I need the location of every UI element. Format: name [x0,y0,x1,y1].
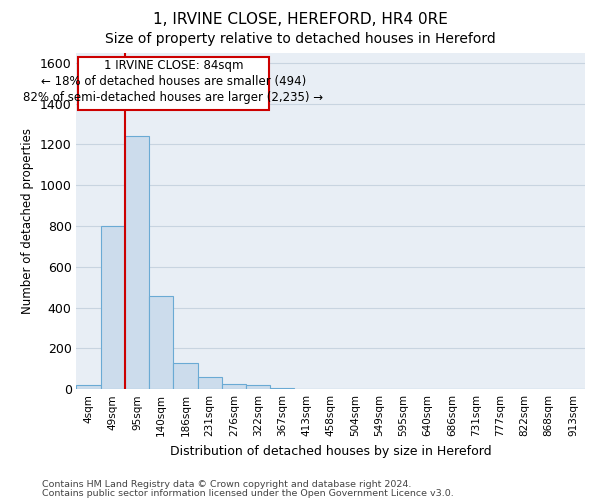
Bar [101,226,125,389]
Bar [76,385,101,389]
Bar [222,384,246,389]
FancyBboxPatch shape [78,56,269,110]
Bar [149,296,173,389]
Text: ← 18% of detached houses are smaller (494): ← 18% of detached houses are smaller (49… [41,76,306,88]
Text: 1, IRVINE CLOSE, HEREFORD, HR4 0RE: 1, IRVINE CLOSE, HEREFORD, HR4 0RE [152,12,448,28]
Text: Contains HM Land Registry data © Crown copyright and database right 2024.: Contains HM Land Registry data © Crown c… [42,480,412,489]
Bar [197,376,222,389]
Bar [125,136,149,389]
Bar [246,385,270,389]
Text: Contains public sector information licensed under the Open Government Licence v3: Contains public sector information licen… [42,488,454,498]
Text: Size of property relative to detached houses in Hereford: Size of property relative to detached ho… [104,32,496,46]
X-axis label: Distribution of detached houses by size in Hereford: Distribution of detached houses by size … [170,444,491,458]
Text: 1 IRVINE CLOSE: 84sqm: 1 IRVINE CLOSE: 84sqm [104,60,243,72]
Bar [295,388,319,389]
Text: 82% of semi-detached houses are larger (2,235) →: 82% of semi-detached houses are larger (… [23,91,323,104]
Y-axis label: Number of detached properties: Number of detached properties [21,128,34,314]
Bar [173,362,197,389]
Bar [270,388,295,389]
